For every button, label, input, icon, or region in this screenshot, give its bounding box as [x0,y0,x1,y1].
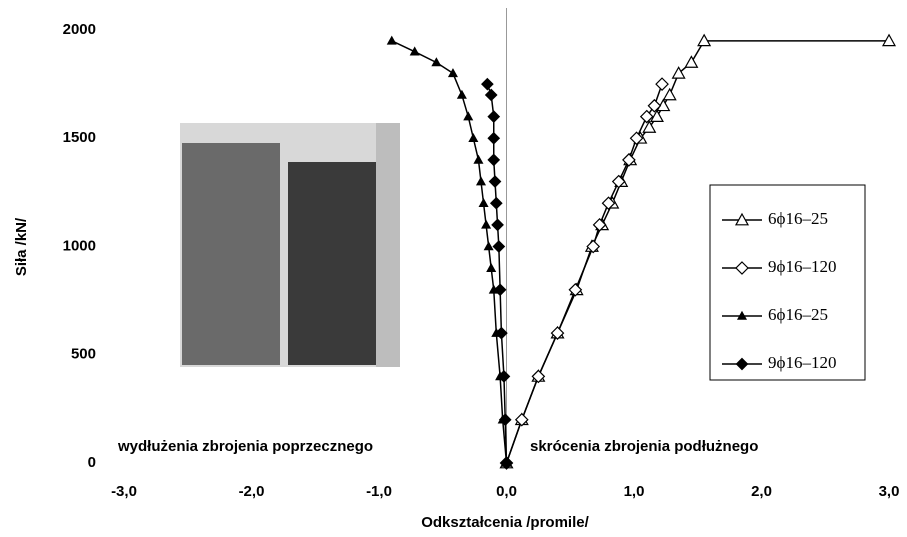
marker [568,282,583,297]
marker [463,111,474,121]
marker [498,413,512,427]
marker [456,89,467,99]
marker [473,154,484,164]
legend [709,184,866,381]
marker [495,326,508,340]
marker [487,110,501,123]
marker [642,120,657,133]
marker [734,212,750,226]
x-tick-label: 0,0 [496,483,517,500]
marker [514,412,529,427]
marker [639,109,654,124]
marker [489,196,503,210]
marker [487,153,501,167]
series-line [391,40,508,464]
legend-label: 9ϕ16–120 [768,257,836,276]
marker [497,370,511,383]
x-tick-label: -1,0 [366,483,392,500]
marker [601,196,616,211]
marker [481,77,494,91]
marker [622,153,636,167]
x-tick-label: -3,0 [111,483,137,500]
marker [735,261,749,275]
marker [586,239,601,254]
marker [735,357,749,371]
marker [491,218,504,232]
x-tick-label: -2,0 [239,483,265,500]
legend-label: 6ϕ16–25 [768,209,828,228]
marker [655,77,669,91]
marker [488,175,502,188]
marker [736,310,748,320]
marker [478,197,489,207]
y-tick-label: 2000 [63,21,96,38]
marker [500,456,513,470]
marker [647,98,662,113]
y-tick-label: 1500 [63,129,96,146]
marker [493,283,507,297]
marker [629,131,644,146]
x-tick-label: 2,0 [751,483,772,500]
marker [409,46,420,56]
marker [475,176,487,186]
y-tick-label: 500 [71,346,96,363]
marker [431,57,442,67]
photo-inset [180,123,400,367]
legend-label: 6ϕ16–25 [768,305,828,324]
legend-label: 9ϕ16–120 [768,353,836,372]
marker [611,174,626,189]
marker [592,218,607,232]
annotation: wydłużenia zbrojenia poprzecznego [117,438,373,455]
marker [386,35,397,45]
marker [671,66,686,79]
marker [649,109,664,123]
marker [481,219,492,229]
marker [487,131,501,145]
x-tick-label: 1,0 [624,483,645,500]
marker [662,87,677,101]
marker [486,262,497,272]
marker [484,88,498,102]
marker [684,55,699,68]
marker [447,68,458,78]
marker [483,241,494,251]
marker [531,369,546,384]
x-tick-label: 3,0 [879,483,900,500]
marker [468,133,479,143]
y-tick-label: 0 [88,454,96,471]
y-axis-title: Siła /kN/ [13,217,30,276]
x-axis-title: Odkształcenia /promile/ [421,514,589,531]
marker [881,33,897,47]
marker [550,326,565,340]
annotation: skrócenia zbrojenia podłużnego [530,438,758,455]
marker [697,33,712,47]
y-tick-label: 1000 [63,237,96,254]
marker [492,240,506,253]
